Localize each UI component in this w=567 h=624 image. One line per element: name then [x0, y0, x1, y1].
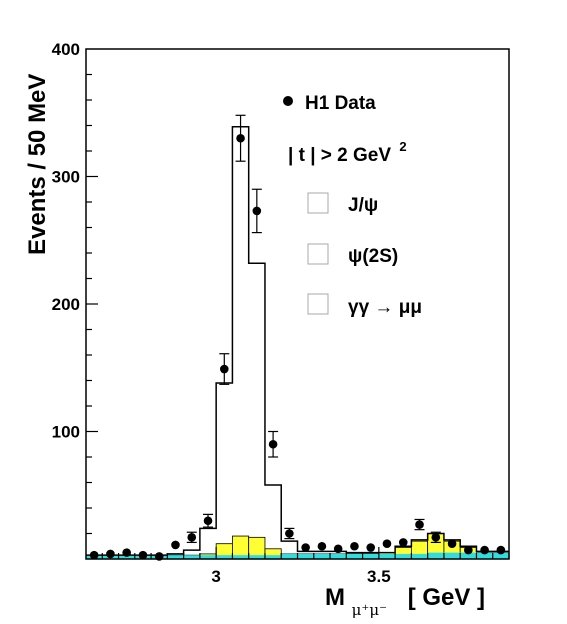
x-axis-label-unit: [ GeV ]: [408, 584, 485, 611]
gammagamma-bin: [167, 555, 184, 559]
legend-jpsi-label: J/ψ: [348, 195, 378, 216]
y-axis-label: Events / 50 MeV: [24, 74, 51, 255]
gammagamma-bin: [281, 553, 298, 559]
data-point: [171, 540, 180, 550]
data-point: [415, 520, 424, 529]
gammagamma-bin: [443, 552, 461, 559]
data-point: [317, 541, 327, 551]
gammagamma-bin: [346, 553, 363, 559]
gammagamma-bin: [460, 552, 477, 559]
legend-psi2s-box: [307, 243, 329, 265]
gammagamma-bin: [378, 553, 396, 559]
data-point: [431, 533, 441, 542]
x-axis-label-main: M: [325, 584, 345, 611]
gammagamma-bin: [183, 555, 200, 559]
data-point: [268, 439, 278, 449]
legend-data-marker: [283, 96, 293, 106]
gammagamma-bin: [362, 553, 379, 559]
data-point: [366, 543, 376, 552]
data-point: [203, 516, 213, 526]
data-point: [285, 529, 294, 538]
data-point: [464, 545, 473, 555]
data-point: [187, 533, 197, 542]
data-points: [89, 114, 506, 561]
y-tick-label: 300: [52, 168, 80, 187]
x-axis-label: M μ⁺μ⁻ [ GeV ]: [325, 584, 485, 621]
x-axis-label-sub: μ⁺μ⁻: [352, 601, 387, 619]
gammagamma-bin: [476, 552, 493, 559]
axis-ticks: [86, 73, 510, 559]
gammagamma-bin: [395, 553, 412, 559]
legend-gg-label: γγ → μμ: [348, 297, 422, 318]
data-point: [138, 550, 148, 560]
legend-cut-sup: 2: [399, 139, 406, 154]
gammagamma-bin: [248, 555, 265, 559]
tick-labels: 3 3.5 100 200 300 400: [52, 40, 391, 586]
legend-jpsi-box: [307, 192, 329, 214]
legend-psi2s-label: ψ(2S): [348, 246, 398, 267]
data-point: [333, 544, 343, 554]
data-point: [106, 549, 115, 559]
data-point: [480, 545, 489, 555]
gammagamma-bin: [411, 553, 428, 559]
x-tick-label: 3.5: [367, 567, 391, 586]
data-point: [252, 206, 262, 216]
x-tick-label: 3: [211, 567, 220, 586]
gammagamma-bin: [313, 553, 331, 559]
y-tick-label: 100: [52, 423, 80, 442]
data-point: [382, 539, 392, 548]
y-tick-label: 200: [52, 295, 80, 314]
gammagamma-bin: [118, 555, 135, 559]
legend-data-label: H1 Data: [305, 93, 376, 114]
data-point: [89, 550, 99, 560]
legend-cut-text: | t | > 2 GeV 2: [288, 139, 407, 166]
data-point: [236, 133, 245, 143]
gammagamma-bin: [330, 553, 347, 559]
data-point: [496, 545, 506, 555]
data-point: [398, 538, 408, 547]
data-point: [350, 541, 359, 551]
gammagamma-bin: [216, 555, 233, 559]
y-tick-label: 400: [52, 40, 80, 59]
legend: H1 Data | t | > 2 GeV 2 J/ψ ψ(2S) γγ → μ…: [283, 93, 422, 318]
gammagamma-bin: [232, 555, 249, 559]
gammagamma-bin: [264, 555, 282, 559]
data-point: [219, 364, 229, 374]
data-point: [122, 548, 131, 557]
legend-cut-main: | t | > 2 GeV: [288, 145, 391, 166]
legend-gg-box: [307, 293, 329, 315]
data-point: [301, 543, 310, 552]
gammagamma-bin: [492, 552, 509, 559]
gammagamma-bin: [199, 555, 217, 559]
gammagamma-bin: [427, 552, 444, 559]
gammagamma-bin: [297, 553, 314, 559]
data-point: [447, 539, 457, 548]
